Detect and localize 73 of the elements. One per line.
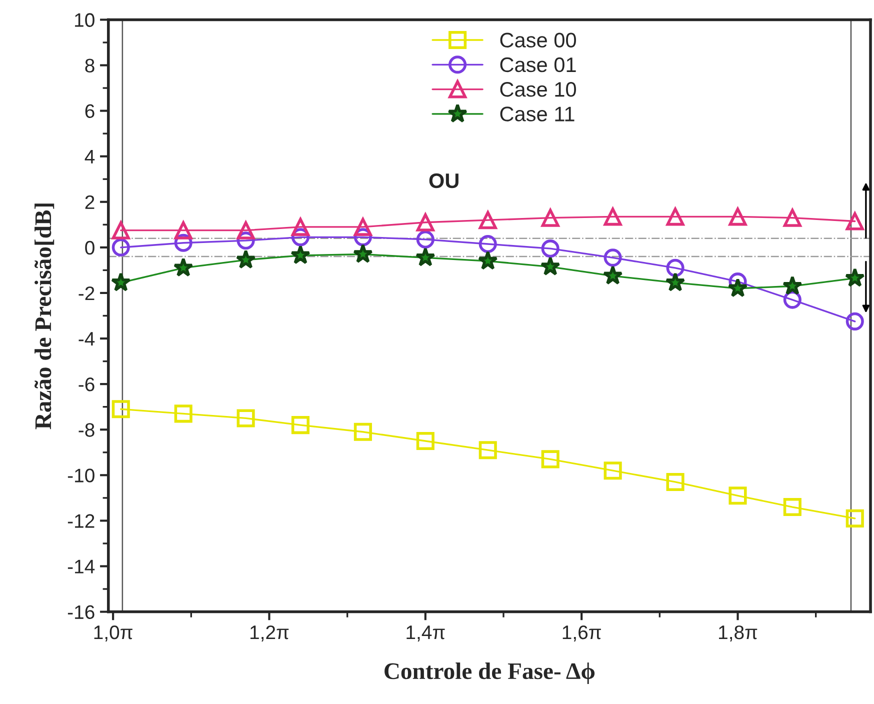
point: [846, 312, 864, 330]
point: [478, 441, 497, 460]
y-tick-label: -14: [68, 560, 95, 574]
legend-label: Case 01: [500, 57, 576, 72]
point: [352, 244, 373, 263]
y-axis-title: Razão de Precisão[dB]: [34, 204, 54, 430]
y-tick-label: 8: [85, 58, 94, 72]
legend-label: Case 00: [500, 32, 576, 48]
y-tick-label: 6: [85, 104, 94, 118]
point: [728, 208, 747, 226]
point: [173, 258, 194, 277]
annotation: OU: [429, 173, 458, 188]
point: [783, 290, 802, 309]
y-tick-label: -2: [78, 286, 94, 300]
x-axis-title: Controle de Fase- Δϕ: [384, 662, 595, 684]
point: [478, 234, 497, 254]
point: [174, 221, 192, 240]
x-tick-label: 1,6π: [562, 625, 601, 642]
y-tick-label: 10: [75, 13, 94, 27]
y-tick-label: -8: [78, 423, 94, 437]
point: [540, 256, 560, 276]
y-tick-label: -4: [78, 332, 95, 346]
x-tick-label: 1,0π: [94, 625, 132, 642]
point: [174, 404, 192, 423]
point: [112, 238, 130, 256]
point: [666, 472, 684, 492]
point: [354, 422, 372, 441]
point: [783, 498, 802, 516]
point: [112, 400, 130, 418]
point: [416, 213, 434, 232]
point: [665, 272, 686, 292]
legend-label: Case 11: [500, 106, 574, 122]
point: [604, 248, 622, 267]
point: [416, 432, 434, 450]
x-tick-label: 1,8π: [719, 625, 758, 642]
y-tick-label: -12: [68, 514, 94, 528]
y-tick-label: -10: [68, 468, 94, 482]
point: [728, 486, 747, 505]
point: [666, 208, 684, 226]
point: [602, 265, 623, 285]
y-tick-label: 2: [85, 195, 94, 209]
point: [783, 208, 802, 227]
x-tick-label: 1,2π: [250, 625, 289, 642]
point: [354, 218, 372, 236]
x-tick-label: 1,4π: [406, 626, 445, 642]
y-tick-label: -6: [78, 378, 94, 392]
point: [291, 416, 310, 434]
point: [541, 450, 560, 468]
y-tick-label: -16: [68, 605, 94, 620]
point: [112, 221, 130, 240]
y-tick-label: 4: [84, 150, 95, 164]
point: [782, 276, 802, 295]
point: [236, 221, 255, 240]
point: [844, 268, 865, 287]
point: [604, 208, 622, 226]
point: [846, 509, 864, 528]
point: [846, 212, 864, 230]
point: [478, 250, 498, 270]
point: [110, 272, 131, 292]
legend-label: Case 10: [500, 82, 576, 97]
point: [416, 230, 434, 248]
point: [236, 409, 255, 428]
point: [541, 240, 560, 258]
point: [415, 247, 436, 266]
point: [290, 244, 310, 264]
point: [541, 208, 560, 227]
point: [236, 250, 256, 269]
point: [728, 278, 748, 298]
point: [478, 211, 497, 230]
point: [291, 218, 310, 236]
y-tick-label: 0: [85, 240, 94, 255]
point: [604, 462, 622, 480]
point: [666, 258, 684, 277]
